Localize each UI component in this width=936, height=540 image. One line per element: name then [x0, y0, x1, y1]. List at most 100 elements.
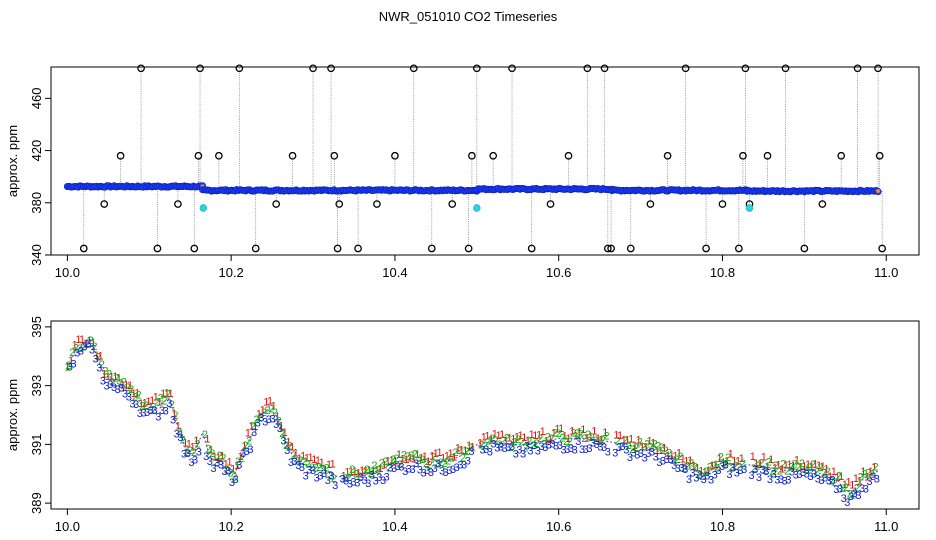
series-3-glyph: 3 [255, 417, 261, 429]
series-1-glyph: 1 [396, 449, 402, 461]
series-1-glyph: 1 [849, 479, 855, 491]
outlier-point [190, 244, 199, 253]
outlier-point [427, 244, 436, 253]
series-2-glyph: 2 [784, 465, 790, 477]
x-tick-label: 10.2 [218, 519, 243, 534]
series-2-glyph: 2 [246, 435, 252, 447]
series-3-glyph: 3 [365, 478, 371, 490]
series-2-glyph: 2 [832, 477, 838, 489]
series-3-glyph: 3 [115, 384, 121, 396]
outlier-point [79, 244, 88, 253]
series-1-glyph: 1 [757, 459, 763, 471]
series-2-glyph: 2 [799, 458, 805, 470]
outlier-point [853, 64, 862, 73]
series-2-glyph: 2 [427, 459, 433, 471]
bottom-y-axis: 389 391 393 395 [29, 316, 51, 514]
series-2-glyph: 2 [548, 433, 554, 445]
series-2-glyph: 2 [869, 469, 875, 481]
y-tick-label: 389 [29, 492, 44, 514]
series-2-glyph: 2 [452, 447, 458, 459]
series-2-glyph: 2 [508, 442, 514, 454]
series-2-glyph: 2 [180, 435, 186, 447]
series-3-glyph: 3 [841, 493, 847, 505]
series-2-glyph: 2 [699, 471, 705, 483]
series-2-glyph: 2 [714, 462, 720, 474]
series-1-glyph: 1 [577, 427, 583, 439]
series-2-glyph: 2 [777, 466, 783, 478]
series-3-glyph: 3 [273, 419, 279, 431]
series-1-glyph: 1 [639, 441, 645, 453]
series-2-glyph: 2 [766, 457, 772, 469]
outlier-point [333, 244, 342, 253]
series-3-glyph: 3 [664, 454, 670, 466]
series-2-glyph: 2 [136, 389, 142, 401]
series-3-glyph: 3 [564, 444, 570, 456]
series-1-glyph: 1 [315, 455, 321, 467]
series-2-glyph: 2 [847, 489, 853, 501]
series-1-glyph: 1 [551, 428, 557, 440]
top-y-axis: 340 380 420 460 [29, 87, 51, 266]
series-2-glyph: 2 [604, 431, 610, 443]
series-3-glyph: 3 [325, 475, 331, 487]
series-1-glyph: 1 [798, 462, 804, 474]
series-1-glyph: 1 [160, 388, 166, 400]
series-3-glyph: 3 [848, 491, 854, 503]
series-3-glyph: 3 [715, 465, 721, 477]
series-1-glyph: 1 [857, 476, 863, 488]
series-3-glyph: 3 [748, 470, 754, 482]
series-2-glyph: 2 [773, 460, 779, 472]
series-3-glyph: 3 [192, 455, 198, 467]
series-1-glyph: 1 [123, 380, 129, 392]
x-tick-label: 10.6 [546, 519, 571, 534]
series-2-glyph: 2 [154, 397, 160, 409]
series-1-glyph: 1 [68, 355, 74, 367]
series-1-glyph: 1 [330, 459, 336, 471]
series-3-glyph: 3 [708, 474, 714, 486]
series-2-glyph: 2 [161, 395, 167, 407]
series-1-glyph: 1 [308, 452, 314, 464]
series-1-glyph: 1 [705, 465, 711, 477]
series-3-glyph: 3 [826, 476, 832, 488]
series-3-glyph: 3 [432, 463, 438, 475]
series-2-glyph: 2 [854, 483, 860, 495]
series-2-glyph: 2 [795, 462, 801, 474]
series-1-glyph: 1 [764, 461, 770, 473]
outlier-point [472, 64, 481, 73]
series-1-glyph: 1 [484, 431, 490, 443]
series-2-glyph: 2 [239, 453, 245, 465]
series-2-glyph: 2 [257, 412, 263, 424]
series-3-glyph: 3 [605, 447, 611, 459]
outlier-point [781, 64, 790, 73]
outlier-point [600, 64, 609, 73]
series-1-glyph: 1 [289, 442, 295, 454]
series-2-glyph: 2 [416, 455, 422, 467]
series-1-glyph: 1 [665, 450, 671, 462]
series-2-glyph: 2 [253, 414, 259, 426]
series-3-glyph: 3 [760, 465, 766, 477]
series-3-glyph: 3 [575, 436, 581, 448]
series-3-glyph: 3 [726, 469, 732, 481]
series-2-glyph: 2 [228, 468, 234, 480]
series-2-glyph: 2 [316, 462, 322, 474]
series-2-glyph: 2 [375, 464, 381, 476]
series-1-glyph: 1 [282, 427, 288, 439]
outlier-point [546, 200, 555, 208]
series-2-glyph: 2 [559, 432, 565, 444]
series-3-glyph: 3 [303, 471, 309, 483]
outlier-point [583, 64, 592, 73]
series-3-glyph: 3 [144, 407, 150, 419]
series-3-glyph: 3 [678, 463, 684, 475]
outlier-point [196, 64, 204, 73]
series-3-glyph: 3 [362, 475, 368, 487]
series-3-glyph: 3 [328, 471, 334, 483]
series-3-glyph: 3 [793, 469, 799, 481]
series-2-glyph: 2 [287, 440, 293, 452]
series-3-glyph: 3 [671, 460, 677, 472]
series-2-glyph: 2 [147, 401, 153, 413]
series-1-glyph: 1 [812, 458, 818, 470]
series-3-glyph: 3 [479, 445, 485, 457]
series-1-glyph: 1 [492, 428, 498, 440]
series-2-glyph: 2 [865, 467, 871, 479]
